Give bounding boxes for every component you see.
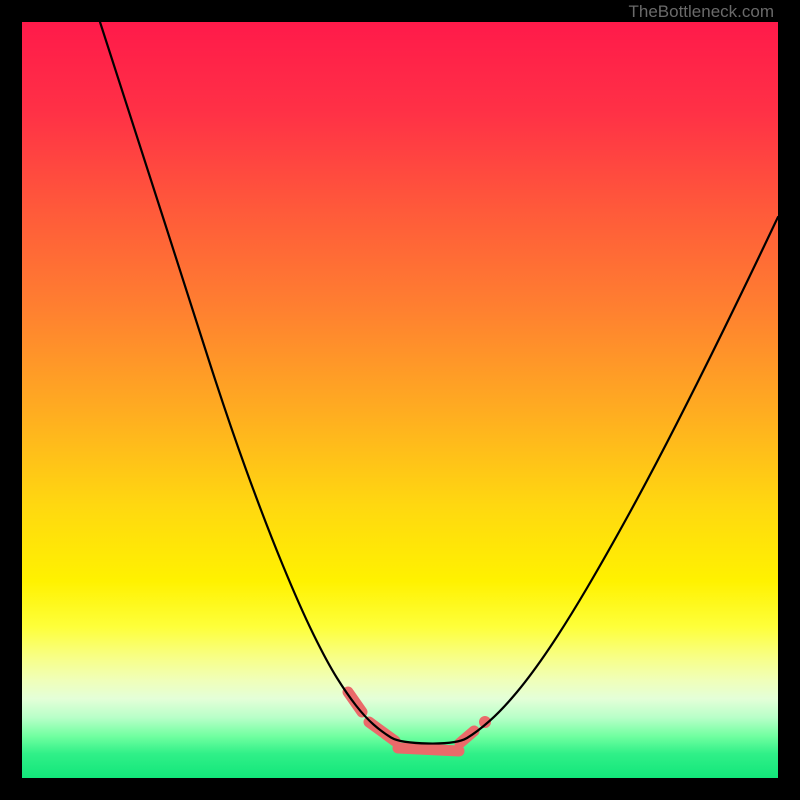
watermark-text: TheBottleneck.com [628, 2, 774, 22]
chart-area [22, 22, 778, 778]
curve-layer [22, 22, 778, 778]
bottleneck-curve [100, 22, 778, 744]
